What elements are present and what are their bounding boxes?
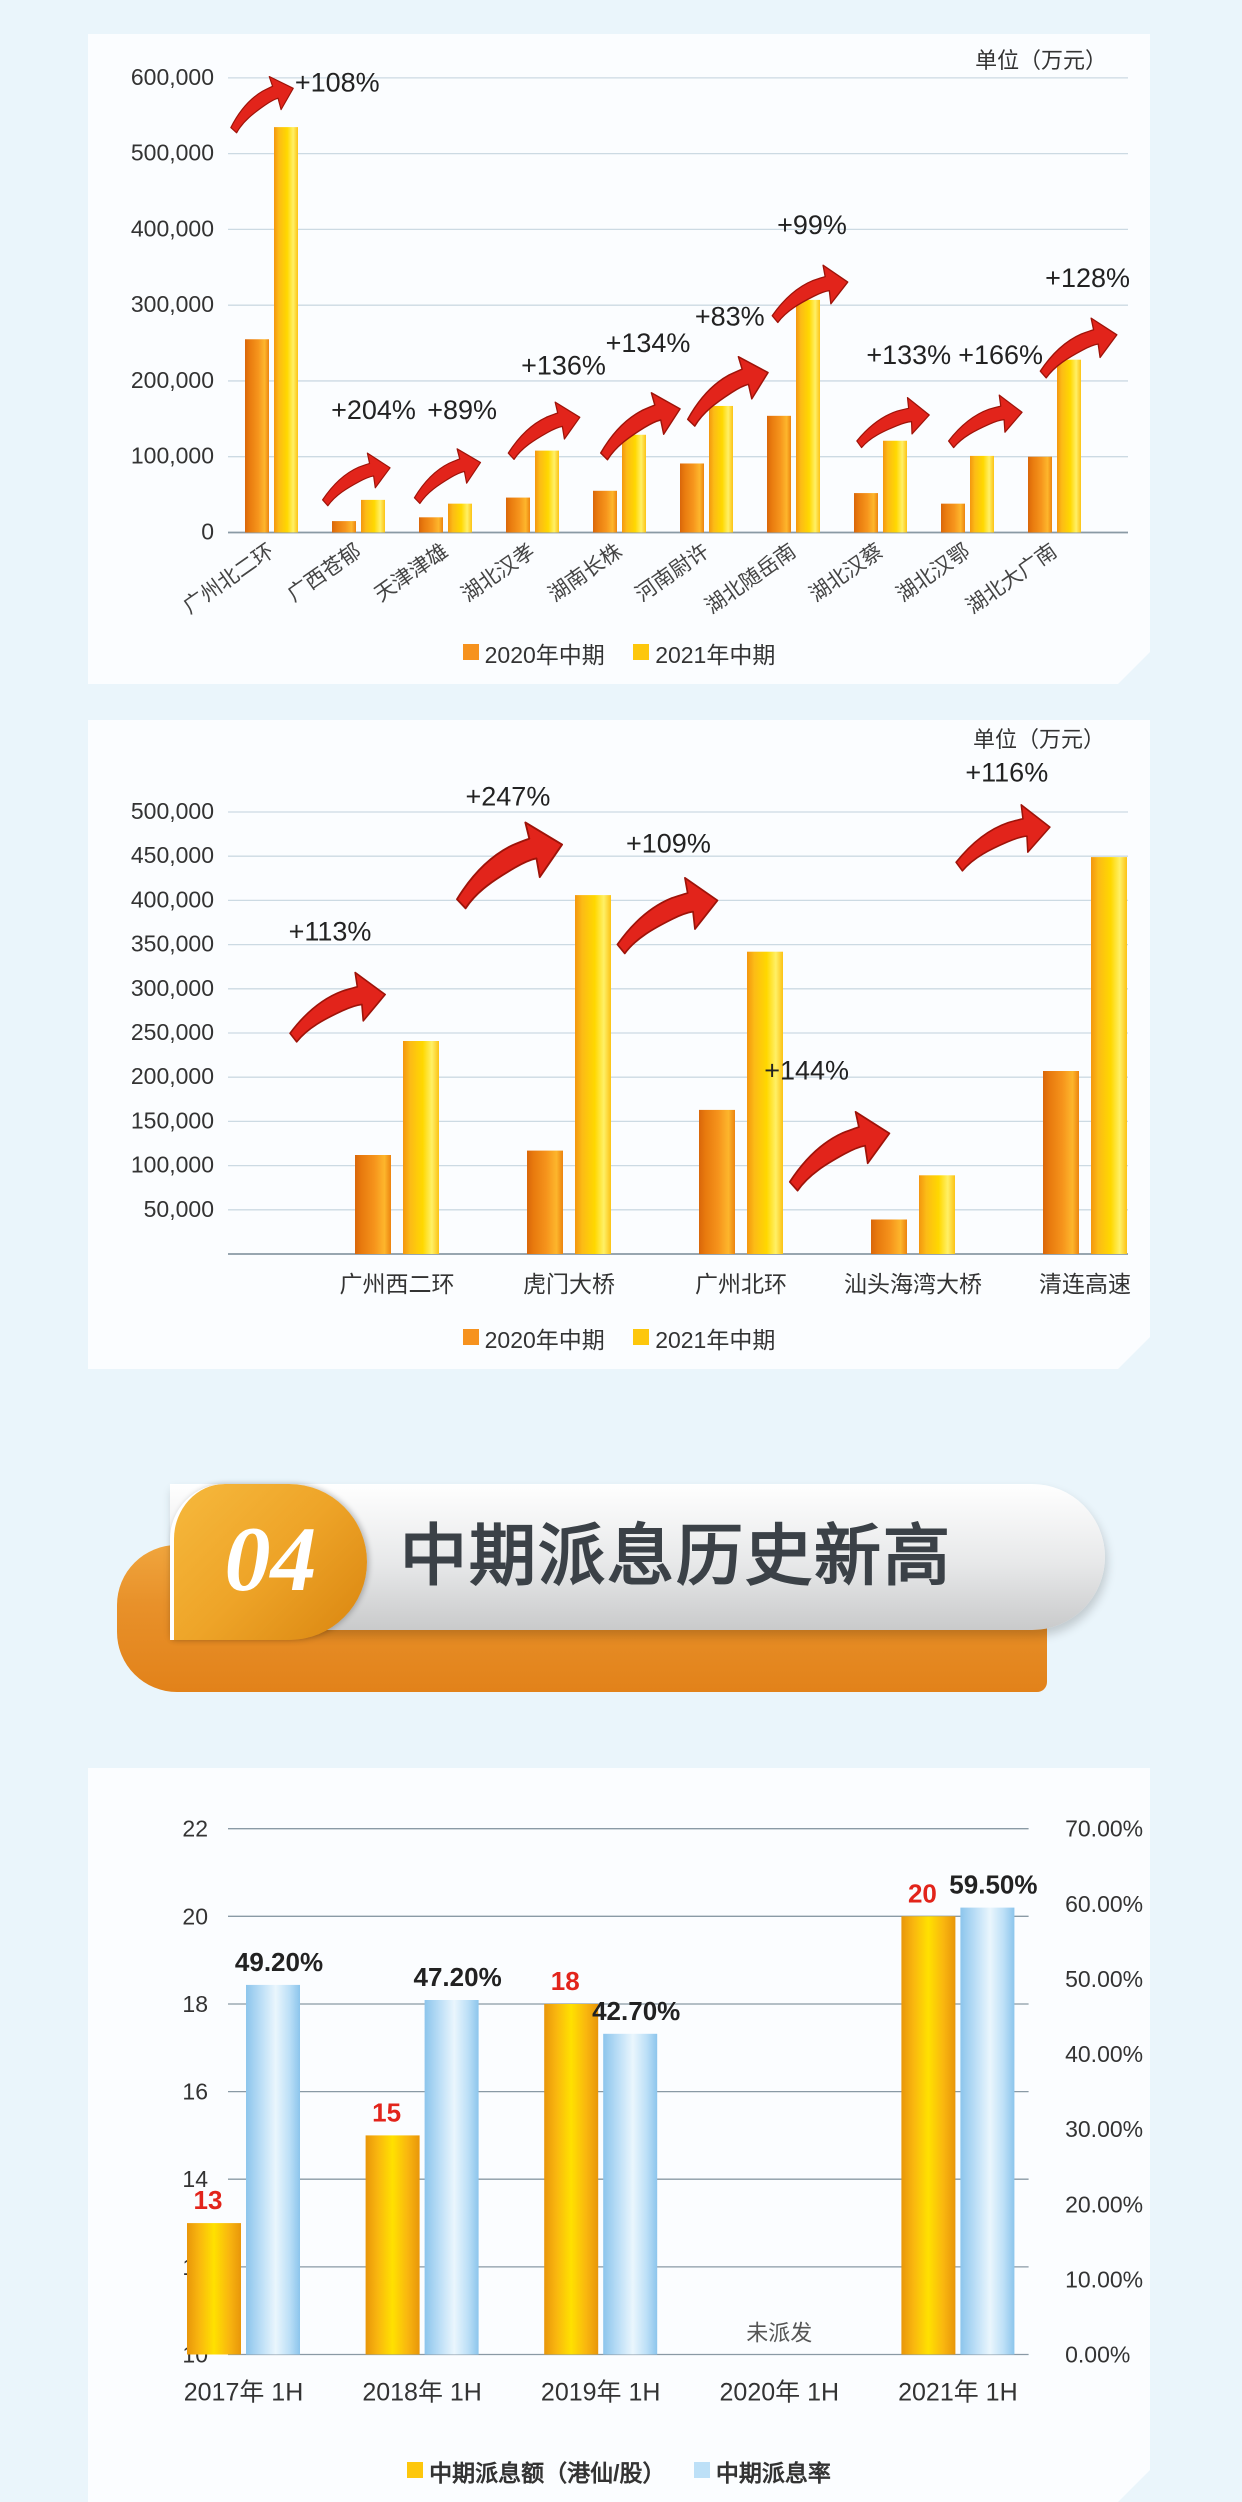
svg-text:40.00%: 40.00%	[1065, 2041, 1143, 2067]
svg-text:100,000: 100,000	[131, 1152, 214, 1178]
svg-text:+204%: +204%	[331, 395, 416, 425]
svg-text:47.20%: 47.20%	[414, 1962, 502, 1992]
svg-text:200,000: 200,000	[131, 367, 214, 393]
svg-text:广州北环: 广州北环	[695, 1271, 787, 1297]
svg-text:+128%: +128%	[1045, 263, 1130, 293]
svg-text:湖北汉鄂: 湖北汉鄂	[892, 540, 974, 607]
svg-text:+134%: +134%	[606, 328, 691, 358]
svg-text:20: 20	[908, 1878, 937, 1908]
svg-text:50,000: 50,000	[144, 1196, 214, 1222]
svg-text:400,000: 400,000	[131, 215, 214, 241]
svg-text:20.00%: 20.00%	[1065, 2191, 1143, 2217]
svg-text:10.00%: 10.00%	[1065, 2266, 1143, 2292]
svg-text:150,000: 150,000	[131, 1107, 214, 1133]
svg-text:汕头海湾大桥: 汕头海湾大桥	[844, 1271, 982, 1297]
svg-text:广州北二环: 广州北二环	[179, 540, 278, 619]
svg-text:42.70%: 42.70%	[592, 1996, 680, 2026]
svg-text:+144%: +144%	[764, 1056, 849, 1086]
svg-text:+247%: +247%	[466, 781, 551, 811]
svg-text:广州西二环: 广州西二环	[340, 1271, 455, 1297]
svg-text:+116%: +116%	[965, 758, 1048, 788]
svg-text:22: 22	[182, 1816, 208, 1842]
svg-text:+99%: +99%	[777, 210, 847, 240]
svg-text:2020年 1H: 2020年 1H	[720, 2379, 840, 2407]
svg-text:河南尉许: 河南尉许	[631, 540, 713, 607]
svg-text:广西苍郁: 广西苍郁	[283, 540, 365, 607]
svg-text:+109%: +109%	[626, 828, 711, 858]
svg-text:60.00%: 60.00%	[1065, 1891, 1143, 1917]
svg-text:2019年 1H: 2019年 1H	[541, 2379, 661, 2407]
svg-text:18: 18	[551, 1966, 580, 1996]
svg-text:单位（万元）: 单位（万元）	[973, 727, 1105, 752]
svg-text:湖北大广南: 湖北大广南	[962, 540, 1061, 619]
svg-text:250,000: 250,000	[131, 1019, 214, 1045]
svg-text:16: 16	[182, 2079, 208, 2105]
svg-text:+113%: +113%	[289, 917, 372, 947]
svg-text:50.00%: 50.00%	[1065, 1966, 1143, 1992]
svg-text:15: 15	[372, 2097, 401, 2127]
svg-text:虎门大桥: 虎门大桥	[523, 1271, 615, 1297]
svg-text:天津津雄: 天津津雄	[370, 540, 452, 607]
svg-text:300,000: 300,000	[131, 291, 214, 317]
svg-text:2021年 1H: 2021年 1H	[898, 2379, 1018, 2407]
svg-text:20: 20	[182, 1903, 208, 1929]
svg-text:13: 13	[194, 2185, 223, 2215]
svg-text:+136%: +136%	[521, 350, 606, 380]
svg-text:350,000: 350,000	[131, 931, 214, 957]
svg-text:70.00%: 70.00%	[1065, 1816, 1143, 1842]
svg-text:+89%: +89%	[427, 395, 497, 425]
svg-text:+133%: +133%	[866, 340, 951, 370]
svg-text:49.20%: 49.20%	[235, 1947, 323, 1977]
svg-text:湖北汉孝: 湖北汉孝	[457, 540, 539, 607]
svg-text:59.50%: 59.50%	[949, 1870, 1037, 1900]
svg-text:500,000: 500,000	[131, 798, 214, 824]
svg-text:600,000: 600,000	[131, 64, 214, 90]
svg-text:湖北随岳南: 湖北随岳南	[701, 540, 800, 619]
svg-text:湖南长株: 湖南长株	[544, 540, 626, 607]
svg-text:450,000: 450,000	[131, 842, 214, 868]
svg-text:+108%: +108%	[295, 67, 380, 97]
svg-text:2017年 1H: 2017年 1H	[184, 2379, 304, 2407]
svg-text:18: 18	[182, 1991, 208, 2017]
svg-text:+83%: +83%	[695, 301, 765, 331]
svg-text:单位（万元）: 单位（万元）	[975, 48, 1107, 73]
svg-text:400,000: 400,000	[131, 886, 214, 912]
svg-text:500,000: 500,000	[131, 140, 214, 166]
svg-text:+166%: +166%	[958, 340, 1043, 370]
svg-text:200,000: 200,000	[131, 1063, 214, 1089]
svg-text:0: 0	[201, 518, 214, 544]
svg-text:0.00%: 0.00%	[1065, 2342, 1130, 2368]
svg-text:100,000: 100,000	[131, 443, 214, 469]
svg-text:30.00%: 30.00%	[1065, 2116, 1143, 2142]
svg-text:300,000: 300,000	[131, 975, 214, 1001]
svg-text:湖北汉蔡: 湖北汉蔡	[805, 540, 887, 607]
svg-text:未派发: 未派发	[746, 2321, 812, 2346]
svg-text:清连高速: 清连高速	[1039, 1271, 1131, 1297]
svg-text:2018年 1H: 2018年 1H	[362, 2379, 482, 2407]
